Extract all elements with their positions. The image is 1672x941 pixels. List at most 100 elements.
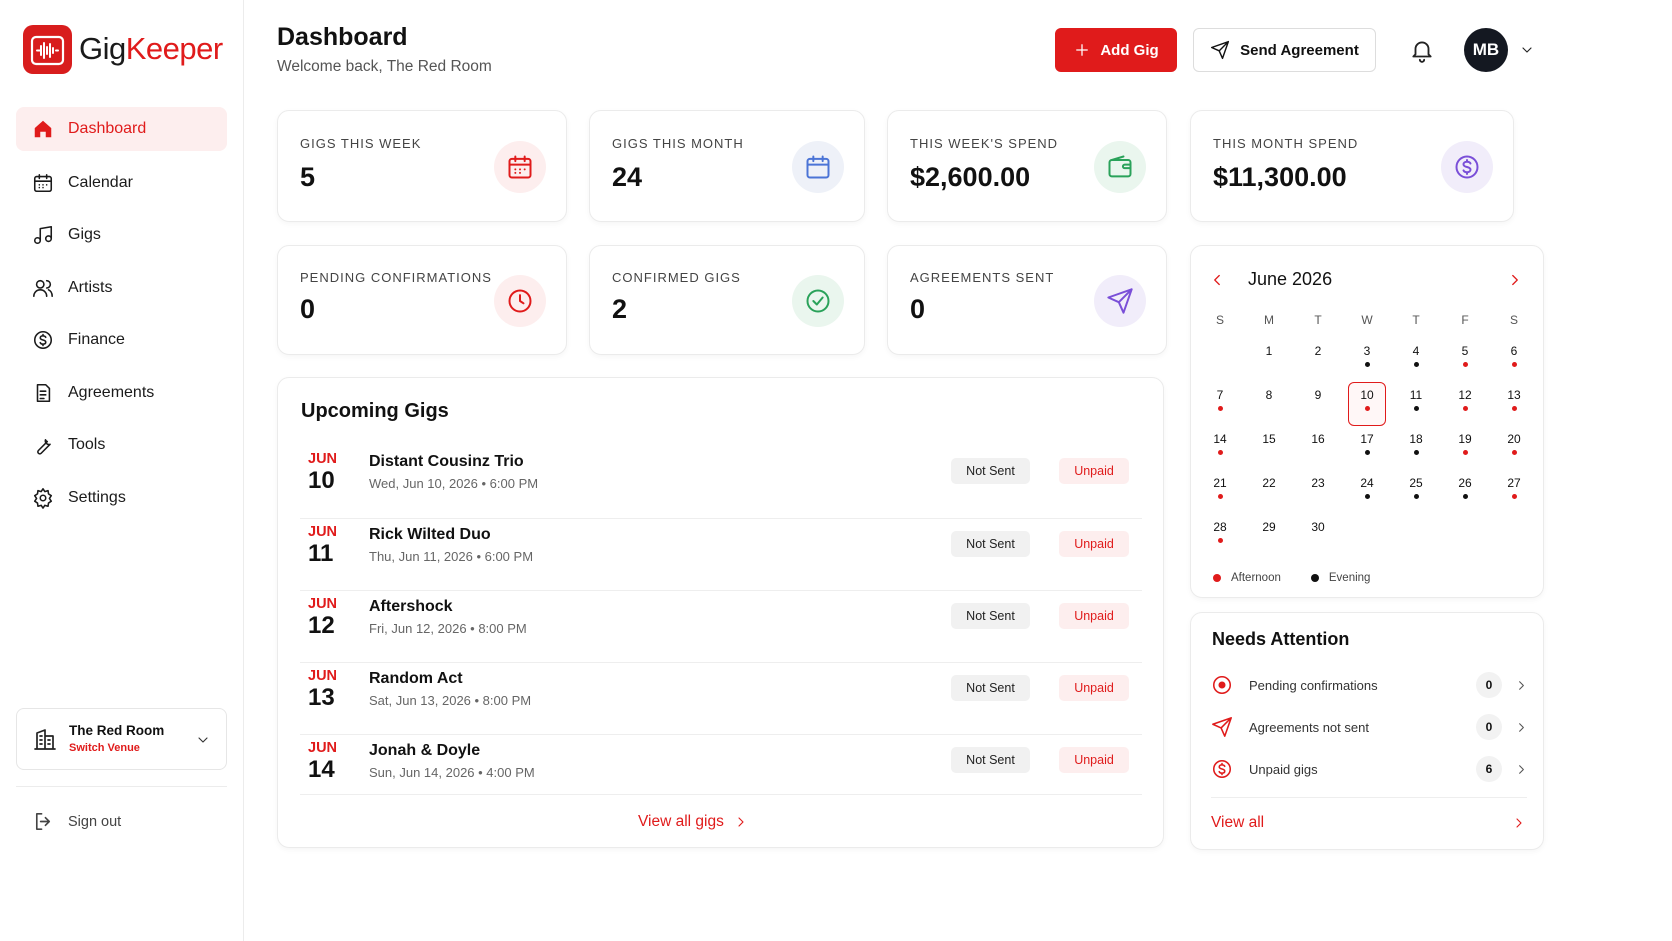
icon-shape: [1519, 723, 1524, 732]
calendar-day[interactable]: 7: [1201, 382, 1239, 426]
calendar-dot: [1364, 450, 1370, 455]
calendar-day[interactable]: 28: [1201, 514, 1239, 558]
nav-item[interactable]: Artists: [16, 266, 227, 310]
calendar-day[interactable]: 20: [1495, 426, 1533, 470]
calendar-day[interactable]: 3: [1348, 338, 1386, 382]
calendar-day[interactable]: 25: [1397, 470, 1435, 514]
icon: [34, 729, 56, 750]
calendar-day[interactable]: 1: [1250, 338, 1288, 382]
nav-item[interactable]: Dashboard: [16, 107, 227, 151]
nav-item[interactable]: Tools: [16, 423, 227, 467]
icon: [1108, 155, 1132, 178]
weekday: W: [1361, 313, 1373, 327]
nav-item[interactable]: Settings: [16, 476, 227, 520]
nav-label: Gigs: [68, 226, 101, 243]
calendar-legend: Afternoon Evening: [1213, 572, 1370, 584]
gig-day: 11: [308, 540, 334, 567]
stat-label: GIGS THIS WEEK: [300, 136, 422, 151]
stat-icon: [792, 141, 844, 193]
view-all-gigs[interactable]: View all gigs: [638, 813, 749, 831]
calendar-day-number: 16: [1311, 432, 1325, 446]
calendar-day-number: 25: [1409, 476, 1423, 490]
calendar-day[interactable]: 13: [1495, 382, 1533, 426]
icon-shape: [1110, 155, 1132, 170]
stat-card: THIS MONTH SPEND $11,300.00: [1190, 110, 1514, 222]
calendar-day[interactable]: 22: [1250, 470, 1288, 514]
sign-out[interactable]: Sign out: [32, 810, 121, 833]
gig-row[interactable]: JUN 13 Random Act Sat, Jun 13, 2026 • 8:00 …: [300, 662, 1142, 734]
avatar[interactable]: MB: [1464, 28, 1508, 72]
divider: [300, 794, 1142, 795]
notifications[interactable]: [1409, 37, 1435, 63]
gig-row[interactable]: JUN 11 Rick Wilted Duo Thu, Jun 11, 2026 • …: [300, 518, 1142, 590]
payment-status: Unpaid: [1059, 747, 1129, 773]
stat-card: GIGS THIS WEEK 5: [277, 110, 567, 222]
icon-shape: [36, 42, 59, 59]
attention-label: Agreements not sent: [1249, 720, 1369, 735]
gig-month: JUN: [308, 451, 338, 467]
calendar-day[interactable]: 27: [1495, 470, 1533, 514]
nav-item[interactable]: Finance: [16, 318, 227, 362]
weekday: S: [1509, 313, 1518, 327]
weekday: T: [1314, 313, 1322, 327]
calendar-day[interactable]: 8: [1250, 382, 1288, 426]
calendar-day[interactable]: 15: [1250, 426, 1288, 470]
brand-name-a: Gig: [79, 31, 126, 66]
gig-row[interactable]: JUN 12 Aftershock Fri, Jun 12, 2026 • 8:00 …: [300, 590, 1142, 662]
calendar-day[interactable]: 12: [1446, 382, 1484, 426]
calendar-day[interactable]: 23: [1299, 470, 1337, 514]
calendar-day[interactable]: 4: [1397, 338, 1435, 382]
add-gig-button[interactable]: Add Gig: [1055, 28, 1177, 72]
calendar-day[interactable]: 11: [1397, 382, 1435, 426]
view-all-attention[interactable]: View all: [1211, 814, 1527, 832]
attention-count: 6: [1476, 756, 1502, 782]
stat-card: PENDING CONFIRMATIONS 0: [277, 245, 567, 355]
calendar-dot: [1511, 450, 1517, 455]
attention-item[interactable]: Pending confirmations 0: [1211, 668, 1527, 702]
calendar-day[interactable]: 19: [1446, 426, 1484, 470]
stat-label: THIS MONTH SPEND: [1213, 136, 1359, 151]
calendar-day[interactable]: 16: [1299, 426, 1337, 470]
gig-row[interactable]: JUN 14 Jonah & Doyle Sun, Jun 14, 2026 • 4:…: [300, 734, 1142, 806]
icon: [198, 737, 208, 743]
page-title: Dashboard: [277, 23, 408, 51]
calendar-day[interactable]: 5: [1446, 338, 1484, 382]
icon-shape: [33, 236, 42, 245]
calendar-day[interactable]: 10: [1348, 382, 1386, 426]
calendar-day[interactable]: 18: [1397, 426, 1435, 470]
icon-shape: [508, 155, 532, 174]
attention-item[interactable]: Agreements not sent 0: [1211, 710, 1527, 744]
calendar-day-number: 6: [1510, 344, 1518, 358]
calendar-day[interactable]: 6: [1495, 338, 1533, 382]
icon-shape: [806, 155, 830, 166]
nav-item[interactable]: Agreements: [16, 371, 227, 415]
calendar-day[interactable]: 29: [1250, 514, 1288, 558]
calendar-day[interactable]: 9: [1299, 382, 1337, 426]
nav-icon: [33, 279, 53, 298]
calendar-day[interactable]: 14: [1201, 426, 1239, 470]
icon-shape: [1412, 41, 1432, 63]
icon: [1212, 717, 1232, 737]
calendar-day[interactable]: 21: [1201, 470, 1239, 514]
nav-item[interactable]: Calendar: [16, 161, 227, 205]
icon-shape: [812, 296, 824, 306]
stat-label: CONFIRMED GIGS: [612, 270, 741, 285]
nav-label: Finance: [68, 331, 125, 348]
gig-day: 10: [308, 467, 335, 494]
calendar-day[interactable]: 30: [1299, 514, 1337, 558]
nav-item[interactable]: Gigs: [16, 213, 227, 257]
venue-switcher[interactable]: The Red Room Switch Venue: [16, 708, 227, 770]
calendar-dot: [1217, 450, 1223, 455]
attention-item[interactable]: Unpaid gigs 6: [1211, 752, 1527, 786]
gig-row[interactable]: JUN 10 Distant Cousinz Trio Wed, Jun 10, 20…: [300, 446, 1142, 518]
send-agreement-button[interactable]: Send Agreement: [1193, 28, 1376, 72]
calendar-day[interactable]: 24: [1348, 470, 1386, 514]
calendar-dot: [1413, 450, 1419, 455]
calendar-day[interactable]: 17: [1348, 426, 1386, 470]
calendar-day[interactable]: 26: [1446, 470, 1484, 514]
view-all-gigs-label: View all gigs: [638, 813, 724, 830]
calendar-day[interactable]: 2: [1299, 338, 1337, 382]
divider: [16, 786, 227, 787]
